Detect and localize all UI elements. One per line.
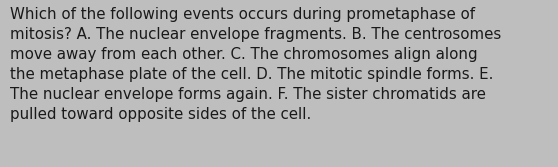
- Text: Which of the following events occurs during prometaphase of
mitosis? A. The nucl: Which of the following events occurs dur…: [10, 7, 501, 122]
